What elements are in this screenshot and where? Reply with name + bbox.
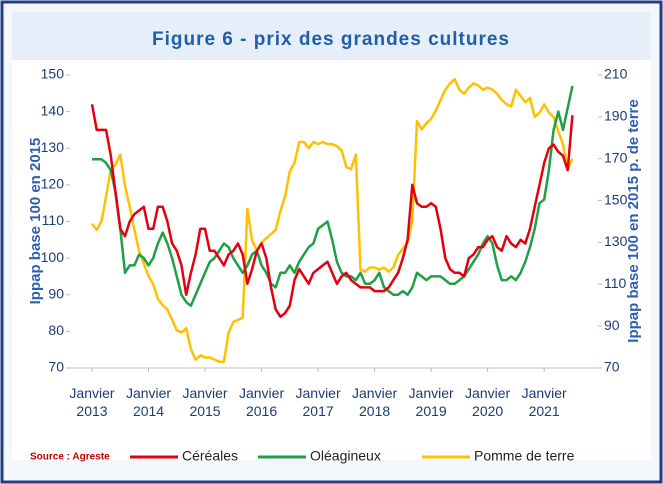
x-tick-label: Janvier 2017 [295, 385, 341, 419]
series-line [90, 77, 574, 363]
y2-axis-title: Ippap base 100 en 2015 p. de terre [625, 99, 642, 342]
x-tick-label: Janvier 2021 [521, 385, 567, 419]
y2-tick-label: 130 [604, 233, 628, 249]
x-tick-label: Janvier 2015 [182, 385, 228, 419]
y-tick-label: 140 [41, 102, 65, 118]
series-line [90, 104, 574, 318]
y-tick-label: 110 [42, 212, 65, 228]
y2-tick-label: 190 [604, 108, 628, 124]
x-tick-label: Janvier 2013 [69, 385, 115, 419]
y2-tick-label: 110 [604, 275, 627, 291]
y-tick-label: 130 [41, 139, 65, 155]
y-tick-label: 120 [41, 176, 65, 192]
y-tick-label: 100 [41, 249, 65, 265]
series-line [92, 85, 574, 307]
x-tick-label: Janvier 2014 [125, 385, 172, 419]
legend-label: Céréales [182, 448, 238, 464]
title-band [12, 12, 651, 60]
y2-tick-label: 170 [604, 149, 628, 165]
y-tick-label: 70 [48, 359, 64, 375]
x-tick-label: Janvier 2018 [352, 385, 398, 419]
x-tick-label: Janvier 2016 [238, 385, 285, 419]
y2-tick-label: 150 [604, 191, 628, 207]
source: Source : Agreste [30, 452, 110, 463]
y-tick-label: 150 [41, 66, 65, 82]
y-axis-title: Ippap base 100 en 2015 [27, 138, 44, 305]
chart-title: Figure 6 - prix des grandes cultures [152, 29, 510, 50]
legend-label: Pomme de terre [474, 448, 575, 464]
x-tick-label: Janvier 2019 [408, 385, 454, 419]
x-tick-label: Janvier 2020 [465, 385, 511, 419]
y2-tick-label: 90 [604, 317, 620, 333]
y-tick-label: 80 [48, 322, 64, 338]
y2-tick-label: 210 [604, 66, 628, 82]
legend-label: Oléagineux [310, 448, 381, 464]
y2-tick-label: 70 [604, 359, 620, 375]
y-tick-label: 90 [48, 285, 64, 301]
